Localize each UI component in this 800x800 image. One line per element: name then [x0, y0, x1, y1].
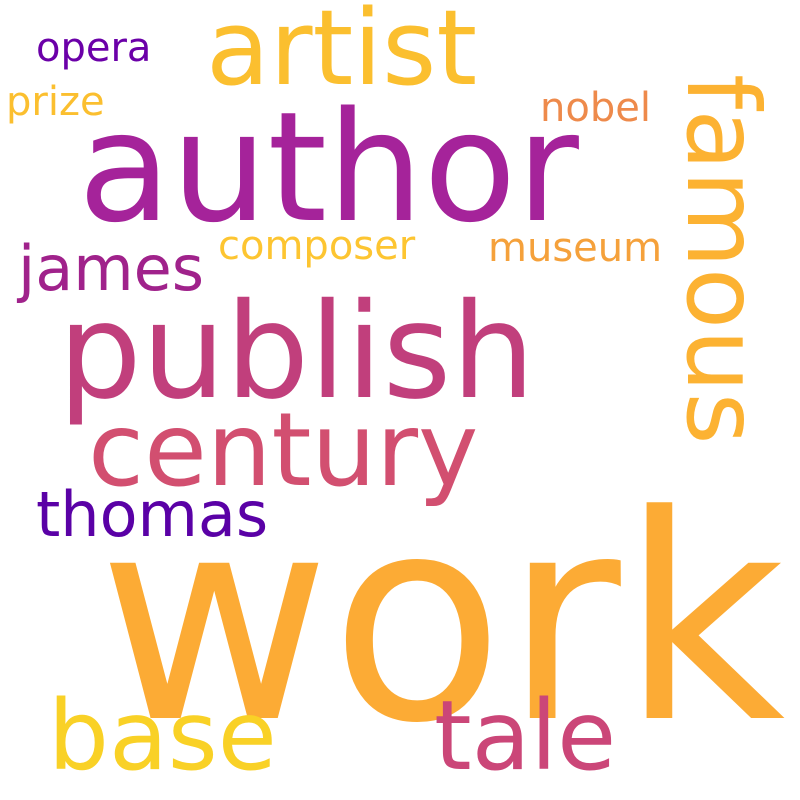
word-century: century: [88, 391, 479, 510]
word-museum: museum: [488, 225, 663, 271]
word-publish: publish: [58, 275, 536, 429]
word-work: work: [98, 454, 786, 785]
word-nobel: nobel: [540, 85, 651, 131]
word-james: james: [18, 232, 205, 305]
word-opera: opera: [36, 25, 152, 71]
word-composer: composer: [218, 223, 416, 269]
word-base: base: [48, 680, 277, 792]
word-tale: tale: [434, 680, 617, 792]
word-artist: artist: [206, 0, 478, 109]
word-prize: prize: [6, 79, 105, 125]
word-thomas: thomas: [36, 478, 269, 551]
word-famous: famous: [664, 74, 781, 445]
word-author: author: [78, 79, 579, 256]
